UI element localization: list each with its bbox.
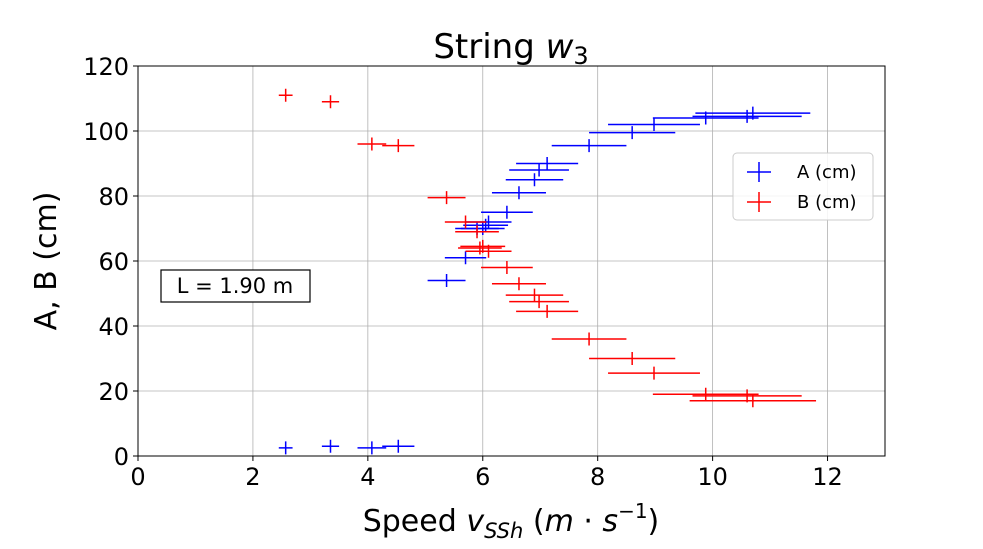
y-tick-label: 40 <box>98 313 129 341</box>
legend: A (cm) B (cm) <box>732 152 874 221</box>
annotation-text: L = 1.90 m <box>177 274 294 298</box>
data-point <box>509 295 569 309</box>
data-point <box>589 352 676 365</box>
data-point <box>357 441 387 455</box>
data-point <box>278 441 293 455</box>
title-math-sub: 3 <box>573 42 588 70</box>
annotation-frame <box>160 269 311 303</box>
data-point <box>427 191 466 205</box>
x-tick-label: 0 <box>130 463 145 491</box>
x-tick-label: 4 <box>360 463 375 491</box>
series-b <box>278 88 817 408</box>
data-point <box>460 222 505 235</box>
data-point <box>608 366 700 380</box>
data-point <box>589 126 676 140</box>
legend-frame <box>732 152 874 221</box>
data-point <box>692 109 802 123</box>
x-label-math-sub: SSh <box>484 519 523 543</box>
y-tick-label: 20 <box>98 378 129 406</box>
y-tick-label: 80 <box>98 183 129 211</box>
y-tick-label: 0 <box>114 443 129 471</box>
data-point <box>458 241 502 255</box>
data-point <box>444 251 487 265</box>
title-math-var: w <box>546 27 574 67</box>
data-point <box>516 304 579 318</box>
y-tick-label: 100 <box>83 118 129 146</box>
plot-series <box>278 88 817 455</box>
y-axis-label: A, B (cm) <box>29 192 64 331</box>
data-point <box>427 274 466 287</box>
y-tick-label: 60 <box>98 248 129 276</box>
data-point <box>278 88 293 102</box>
x-tick-label: 2 <box>245 463 260 491</box>
x-tick-label: 8 <box>590 463 605 491</box>
x-label-exponent: −1 <box>618 499 647 523</box>
data-point <box>382 139 415 153</box>
data-point <box>551 139 627 153</box>
data-point <box>516 157 579 170</box>
legend-label-a: A (cm) <box>797 162 857 183</box>
x-tick-label: 6 <box>475 463 490 491</box>
data-point <box>455 225 499 239</box>
x-axis-label: Speed vSSh (m · s−1) <box>363 499 660 543</box>
data-point <box>465 244 512 258</box>
data-point <box>382 439 415 453</box>
data-point <box>689 394 817 408</box>
data-point <box>652 387 759 401</box>
x-label-math: v <box>466 504 485 539</box>
data-point <box>491 277 546 291</box>
data-point <box>463 218 509 232</box>
data-point <box>481 205 533 219</box>
data-point <box>608 118 700 131</box>
data-point <box>357 137 387 151</box>
data-point <box>444 215 487 229</box>
data-point <box>551 332 627 346</box>
data-point <box>491 186 546 200</box>
chart-title: String w3 <box>433 27 588 70</box>
legend-marker-a <box>747 162 771 182</box>
annotation-box: L = 1.90 m <box>160 269 311 303</box>
series-a <box>278 106 811 455</box>
data-point <box>321 95 340 109</box>
x-tick-label: 10 <box>697 463 728 491</box>
data-point <box>695 106 811 120</box>
x-tick-label: 12 <box>812 463 843 491</box>
data-point <box>505 173 564 187</box>
data-point <box>509 163 569 177</box>
legend-label-b: B (cm) <box>797 192 857 213</box>
data-point <box>321 439 340 453</box>
y-tick-label: 120 <box>83 53 129 81</box>
data-point <box>505 288 564 302</box>
data-point <box>481 261 533 274</box>
legend-marker-b <box>747 192 771 212</box>
